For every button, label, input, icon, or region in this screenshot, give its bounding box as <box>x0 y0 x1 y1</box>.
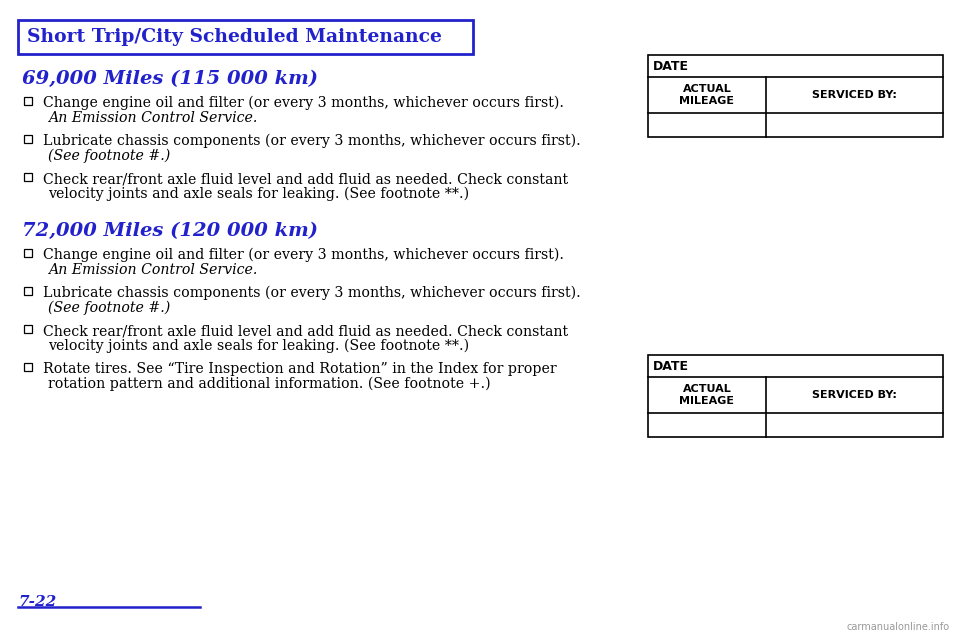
Text: DATE: DATE <box>653 360 689 372</box>
Text: Change engine oil and filter (or every 3 months, whichever occurs first).: Change engine oil and filter (or every 3… <box>43 96 564 110</box>
Text: ACTUAL
MILEAGE: ACTUAL MILEAGE <box>680 384 734 406</box>
Text: Check rear/front axle fluid level and add fluid as needed. Check constant: Check rear/front axle fluid level and ad… <box>43 324 568 338</box>
Text: (See footnote #.): (See footnote #.) <box>48 149 170 163</box>
Text: Rotate tires. See “Tire Inspection and Rotation” in the Index for proper: Rotate tires. See “Tire Inspection and R… <box>43 362 557 376</box>
Text: 69,000 Miles (115 000 km): 69,000 Miles (115 000 km) <box>22 70 318 88</box>
Text: (See footnote #.): (See footnote #.) <box>48 301 170 316</box>
Text: Change engine oil and filter (or every 3 months, whichever occurs first).: Change engine oil and filter (or every 3… <box>43 248 564 262</box>
Bar <box>648 355 943 437</box>
Text: Lubricate chassis components (or every 3 months, whichever occurs first).: Lubricate chassis components (or every 3… <box>43 286 581 300</box>
Text: An Emission Control Service.: An Emission Control Service. <box>48 263 257 277</box>
Bar <box>24 135 32 143</box>
Text: SERVICED BY:: SERVICED BY: <box>812 90 897 100</box>
Bar <box>24 287 32 295</box>
Text: SERVICED BY:: SERVICED BY: <box>812 390 897 400</box>
Text: velocity joints and axle seals for leaking. (See footnote **.): velocity joints and axle seals for leaki… <box>48 339 478 353</box>
Bar <box>24 363 32 371</box>
Bar <box>24 325 32 333</box>
Text: Short Trip/City Scheduled Maintenance: Short Trip/City Scheduled Maintenance <box>27 28 442 46</box>
Bar <box>24 173 32 181</box>
Bar <box>24 249 32 257</box>
Text: 7-22: 7-22 <box>18 595 57 609</box>
Text: DATE: DATE <box>653 60 689 72</box>
Text: Check rear/front axle fluid level and add fluid as needed. Check constant: Check rear/front axle fluid level and ad… <box>43 172 568 186</box>
Text: An Emission Control Service.: An Emission Control Service. <box>48 111 257 125</box>
Text: 72,000 Miles (120 000 km): 72,000 Miles (120 000 km) <box>22 222 318 240</box>
Text: carmanualonline.info: carmanualonline.info <box>847 622 950 632</box>
Text: rotation pattern and additional information. (See footnote +.): rotation pattern and additional informat… <box>48 377 499 392</box>
Bar <box>24 97 32 105</box>
Text: ACTUAL
MILEAGE: ACTUAL MILEAGE <box>680 84 734 106</box>
Text: velocity joints and axle seals for leaking. (See footnote **.): velocity joints and axle seals for leaki… <box>48 187 478 202</box>
Text: Lubricate chassis components (or every 3 months, whichever occurs first).: Lubricate chassis components (or every 3… <box>43 134 581 148</box>
Bar <box>18 20 473 54</box>
Bar <box>648 55 943 137</box>
